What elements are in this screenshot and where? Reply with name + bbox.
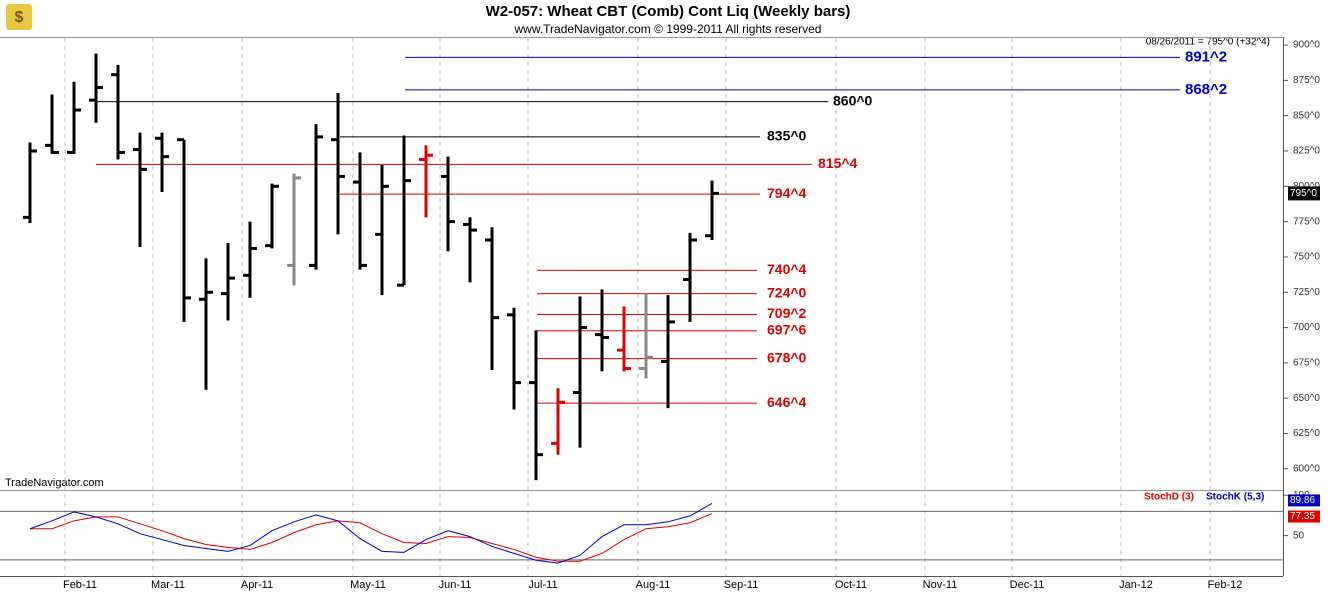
- chart-title: W2-057: Wheat CBT (Comb) Cont Liq (Weekl…: [486, 3, 851, 20]
- last-price-box: [1288, 186, 1320, 201]
- x-tick-label: May-11: [350, 579, 386, 591]
- svg-text:$: $: [15, 9, 24, 26]
- x-tick-label: Jun-11: [439, 579, 472, 591]
- x-tick-label: Jul-11: [528, 579, 557, 591]
- y-tick-label: 750^0: [1293, 252, 1320, 263]
- level-label: 678^0: [767, 349, 807, 365]
- level-label: 868^2: [1185, 81, 1227, 98]
- legend-entry: StochK (5,3): [1206, 492, 1264, 503]
- level-label: 740^4: [767, 261, 807, 277]
- last-value-label: 77.35: [1290, 511, 1315, 522]
- y-tick-label: 900^0: [1293, 40, 1320, 51]
- x-tick-label: Mar-11: [151, 579, 185, 591]
- x-tick-label: Sep-11: [724, 579, 759, 591]
- y-tick-label: 775^0: [1293, 216, 1320, 227]
- x-tick-label: Apr-11: [241, 579, 273, 591]
- x-tick-label: Nov-11: [923, 579, 958, 591]
- y-tick-label: 675^0: [1293, 358, 1320, 369]
- stoch-line: [29, 502, 713, 564]
- y-tick-label: 825^0: [1293, 146, 1320, 157]
- y-tick-label: 850^0: [1293, 110, 1320, 121]
- logo: $: [6, 4, 32, 30]
- level-label: 815^4: [818, 155, 858, 171]
- stoch-line: [30, 513, 713, 562]
- y-tick-label: 875^0: [1293, 75, 1320, 86]
- x-tick-label: Oct-11: [835, 579, 867, 591]
- watermark: TradeNavigator.com: [5, 477, 104, 489]
- legend-entry: StochD (3): [1144, 492, 1194, 503]
- last-value-box: [1288, 510, 1320, 523]
- x-tick-label: Jan-12: [1119, 579, 1153, 591]
- y-tick-label: 600^0: [1293, 463, 1320, 474]
- last-quote: 08/26/2011 = 795^0 (+32^4): [1146, 37, 1270, 48]
- x-tick-label: Aug-11: [636, 579, 671, 591]
- level-label: 860^0: [833, 92, 873, 108]
- subtitle: www.TradeNavigator.com © 1999-2011 All r…: [514, 22, 822, 36]
- last-value-label: 89.86: [1290, 495, 1315, 506]
- level-label: 794^4: [767, 185, 807, 201]
- level-label: 697^6: [767, 321, 807, 337]
- level-label: 835^0: [767, 128, 807, 144]
- level-label: 891^2: [1185, 48, 1227, 65]
- y-tick-label: 50: [1293, 530, 1305, 541]
- x-tick-label: Feb-11: [63, 579, 97, 591]
- last-value-box: [1288, 494, 1320, 507]
- y-tick-label: 725^0: [1293, 287, 1320, 298]
- x-tick-label: Feb-12: [1208, 579, 1243, 591]
- level-label: 724^0: [767, 284, 807, 300]
- last-price-label: 795^0: [1290, 188, 1317, 199]
- level-label: 709^2: [767, 305, 807, 321]
- level-label: 646^4: [767, 394, 807, 410]
- x-tick-label: Dec-11: [1010, 579, 1045, 591]
- y-tick-label: 625^0: [1293, 428, 1320, 439]
- y-tick-label: 650^0: [1293, 393, 1320, 404]
- y-tick-label: 700^0: [1293, 322, 1320, 333]
